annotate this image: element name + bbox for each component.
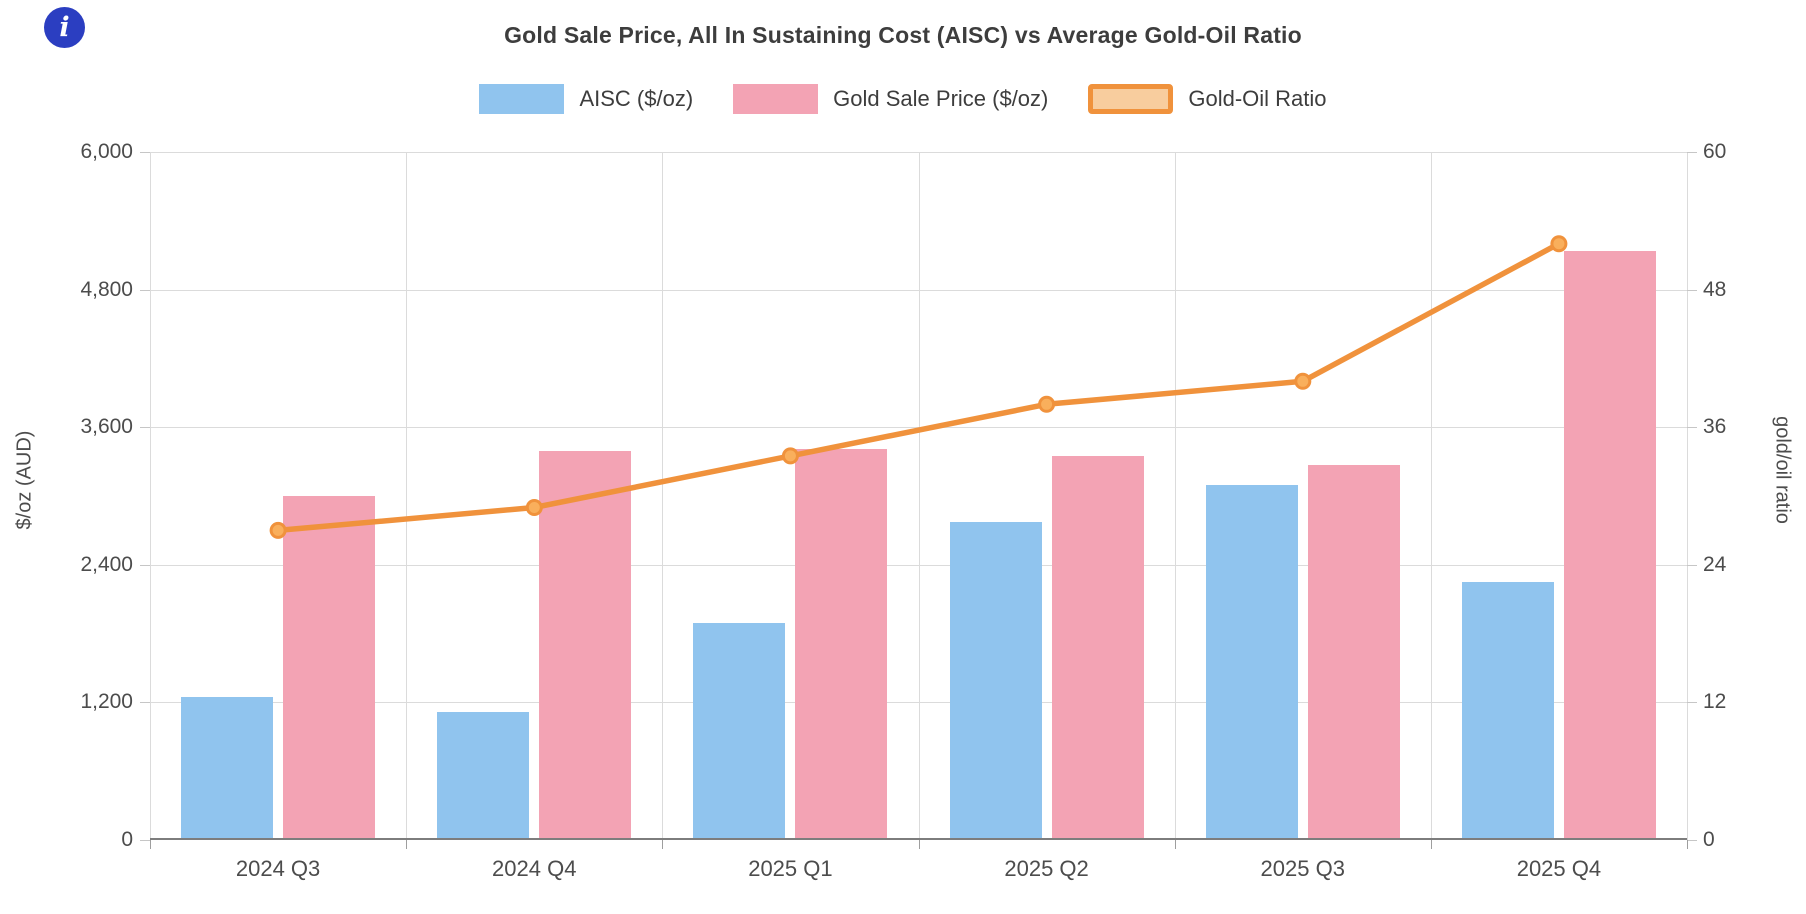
y-axis-tick — [140, 427, 150, 429]
left-axis-tick-label: 6,000 — [80, 140, 133, 163]
chart-title: Gold Sale Price, All In Sustaining Cost … — [504, 22, 1302, 48]
gridline-vertical — [1431, 152, 1432, 840]
aisc-bar-2025-q2[interactable] — [950, 522, 1042, 840]
ratio-line-layer — [269, 235, 1568, 539]
right-axis-tick-label: 48 — [1703, 277, 1727, 301]
gridline-horizontal — [150, 289, 1687, 291]
x-axis-tick — [1431, 840, 1432, 849]
ratio-point-2025-q2[interactable] — [1038, 395, 1056, 413]
x-axis-tick — [1175, 840, 1176, 849]
right-axis-title: gold/oil ratio — [1771, 416, 1794, 524]
aisc-bar-2024-q3[interactable] — [181, 697, 273, 840]
x-axis-label-2025-q3: 2025 Q3 — [1260, 856, 1345, 881]
legend-label-ratio: Gold-Oil Ratio — [1188, 86, 1327, 111]
legend-item-aisc[interactable]: AISC ($/oz) — [479, 84, 693, 114]
gridline-horizontal — [150, 702, 1687, 704]
right-axis-tick-label: 12 — [1703, 690, 1727, 714]
y-axis-tick — [1687, 427, 1697, 429]
ratio-point-2025-q1[interactable] — [781, 447, 799, 465]
x-axis-tick — [406, 840, 407, 849]
gridline-vertical — [406, 152, 407, 840]
price-bar-2025-q4[interactable] — [1564, 251, 1656, 840]
gridline-vertical — [1175, 152, 1176, 840]
x-axis-label-2024-q3: 2024 Q3 — [235, 856, 321, 881]
y-axis-tick — [1687, 702, 1697, 704]
right-axis-tick-label: 36 — [1703, 415, 1727, 439]
legend-item-price[interactable]: Gold Sale Price ($/oz) — [733, 84, 1048, 114]
aisc-bar-2025-q1[interactable] — [693, 623, 785, 840]
y-axis-tick — [1687, 152, 1697, 153]
y-axis-tick — [140, 152, 150, 153]
gridline-vertical — [1687, 152, 1688, 840]
aisc-bar-2025-q3[interactable] — [1206, 485, 1298, 840]
ratio-point-2025-q4[interactable] — [1550, 235, 1568, 253]
y-axis-tick — [140, 702, 150, 704]
right-axis-tick-label: 60 — [1703, 140, 1727, 163]
ratio-line[interactable] — [275, 240, 1562, 534]
gridline-vertical — [662, 152, 663, 840]
right-axis-tick-label: 0 — [1703, 828, 1715, 851]
ratio-swatch-icon — [1088, 84, 1174, 114]
x-axis-tick — [1687, 840, 1688, 849]
price-swatch-icon — [733, 84, 819, 114]
left-axis-tick-label: 4,800 — [80, 277, 133, 301]
x-axis-line — [150, 838, 1687, 840]
legend-item-ratio[interactable]: Gold-Oil Ratio — [1088, 84, 1327, 114]
ratio-point-2024-q4[interactable] — [525, 499, 543, 516]
x-axis-label-2025-q4: 2025 Q4 — [1516, 856, 1602, 881]
x-axis-tick — [919, 840, 920, 849]
left-axis-tick-label: 0 — [121, 828, 133, 851]
gridline-vertical — [919, 152, 920, 840]
x-axis-tick — [150, 840, 151, 849]
legend-label-aisc: AISC ($/oz) — [579, 86, 694, 111]
right-axis-tick-label: 24 — [1703, 552, 1727, 576]
x-axis-label-2025-q2: 2025 Q2 — [1004, 856, 1089, 881]
gridline-horizontal — [150, 564, 1687, 566]
y-axis-tick — [140, 289, 150, 291]
y-axis-tick — [140, 840, 150, 841]
y-axis-tick — [1687, 840, 1697, 841]
x-axis-tick — [662, 840, 663, 849]
aisc-swatch-icon — [479, 84, 565, 114]
price-bar-2024-q4[interactable] — [539, 451, 631, 840]
price-bar-2025-q1[interactable] — [795, 449, 887, 840]
left-axis-tick-label: 1,200 — [80, 690, 133, 714]
gridline-horizontal — [150, 152, 1687, 153]
info-icon[interactable]: i — [44, 7, 85, 48]
left-axis-tick-label: 2,400 — [80, 552, 133, 576]
aisc-bar-2025-q4[interactable] — [1462, 582, 1554, 840]
price-bar-2024-q3[interactable] — [283, 496, 375, 840]
gridline-vertical — [150, 152, 151, 840]
aisc-bar-2024-q4[interactable] — [437, 712, 529, 840]
legend-label-price: Gold Sale Price ($/oz) — [833, 86, 1049, 111]
left-axis-tick-label: 3,600 — [80, 415, 133, 439]
left-axis-title: $/oz (AUD) — [13, 430, 36, 530]
ratio-point-2024-q3[interactable] — [269, 521, 287, 539]
x-axis-label-2025-q1: 2025 Q1 — [748, 856, 833, 881]
chart-legend: AISC ($/oz) Gold Sale Price ($/oz) Gold-… — [0, 84, 1806, 114]
y-axis-tick — [1687, 289, 1697, 291]
price-bar-2025-q2[interactable] — [1052, 456, 1144, 840]
x-axis-label-2024-q4: 2024 Q4 — [492, 856, 577, 881]
plot-area — [150, 152, 1688, 840]
y-axis-tick — [140, 564, 150, 566]
y-axis-tick — [1687, 564, 1697, 566]
price-bar-2025-q3[interactable] — [1308, 465, 1400, 840]
ratio-point-2025-q3[interactable] — [1294, 372, 1312, 390]
